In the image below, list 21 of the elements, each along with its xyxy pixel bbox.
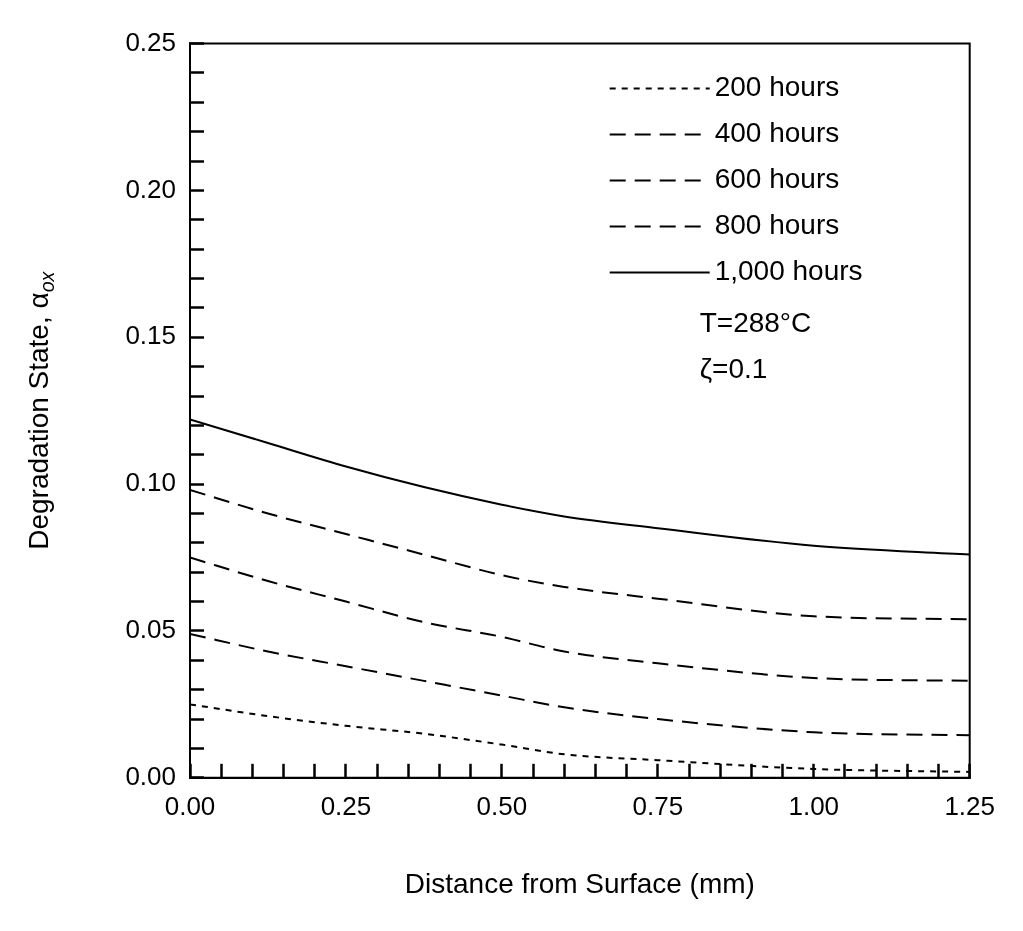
annotation: ζ=0.1 <box>699 353 768 385</box>
x-tick-label: 0.75 <box>632 790 684 821</box>
y-tick-label: 0.00 <box>125 760 176 791</box>
y-axis-title: Degradation State, αox <box>22 270 58 550</box>
x-axis-title: Distance from Surface (mm) <box>404 867 755 899</box>
y-tick-label: 0.25 <box>125 26 176 57</box>
y-tick-label: 0.15 <box>125 320 176 351</box>
x-tick-label: 0.25 <box>320 790 372 821</box>
legend-label: 200 hours <box>714 71 840 103</box>
legend-label: 600 hours <box>714 163 840 195</box>
y-tick-label: 0.05 <box>125 614 176 645</box>
x-tick-label: 0.50 <box>476 790 528 821</box>
x-tick-label: 1.00 <box>788 790 840 821</box>
legend-label: 400 hours <box>714 117 840 149</box>
x-tick-label: 0.00 <box>164 790 216 821</box>
y-tick-label: 0.20 <box>125 173 176 204</box>
legend-label: 1,000 hours <box>714 255 863 287</box>
annotation: T=288°C <box>699 307 812 339</box>
legend-label: 800 hours <box>714 209 840 241</box>
y-tick-label: 0.10 <box>125 467 176 498</box>
x-tick-label: 1.25 <box>944 790 995 821</box>
